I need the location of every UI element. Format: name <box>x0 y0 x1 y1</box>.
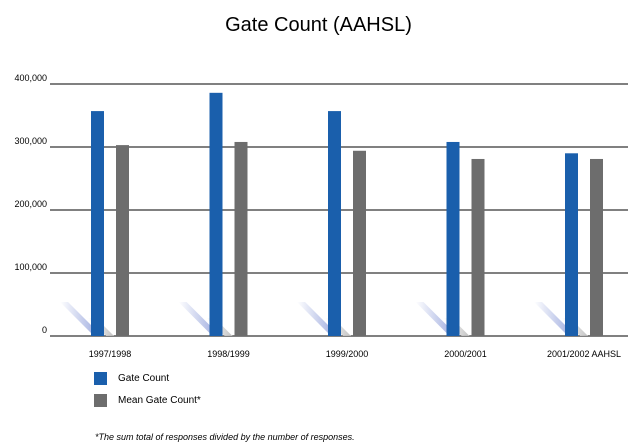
chart-title: Gate Count (AAHSL) <box>225 14 412 36</box>
legend-swatch-mean-gate-count <box>94 394 107 407</box>
bar-gate-count <box>328 111 341 336</box>
y-tick-label: 400,000 <box>14 73 47 83</box>
legend-swatch-gate-count <box>94 372 107 385</box>
y-tick-label: 200,000 <box>14 199 47 209</box>
bar-gate-count <box>209 92 223 336</box>
bar-mean-gate-count <box>471 158 485 336</box>
y-tick-label: 300,000 <box>14 136 47 146</box>
x-tick-label: 2000/2001 <box>444 349 487 359</box>
bar-mean-gate-count <box>116 145 129 336</box>
x-tick-label: 1999/2000 <box>326 349 369 359</box>
bar-gate-count <box>565 153 578 336</box>
bar-mean-gate-count <box>590 158 603 336</box>
bar-mean-gate-count <box>353 150 366 336</box>
y-tick-label: 100,000 <box>14 262 47 272</box>
x-tick-label: 1997/1998 <box>89 349 132 359</box>
x-tick-label: 2001/2002 AAHSL <box>547 349 621 359</box>
y-tick-label: 0 <box>42 325 47 335</box>
bar-gate-count <box>91 111 104 336</box>
legend-label-mean-gate-count: Mean Gate Count* <box>118 395 201 406</box>
x-tick-label: 1998/1999 <box>207 349 250 359</box>
bar-gate-count <box>446 141 460 336</box>
legend-label-gate-count: Gate Count <box>118 373 170 384</box>
footnote: *The sum total of responses divided by t… <box>95 432 355 442</box>
bar-mean-gate-count <box>234 141 248 336</box>
